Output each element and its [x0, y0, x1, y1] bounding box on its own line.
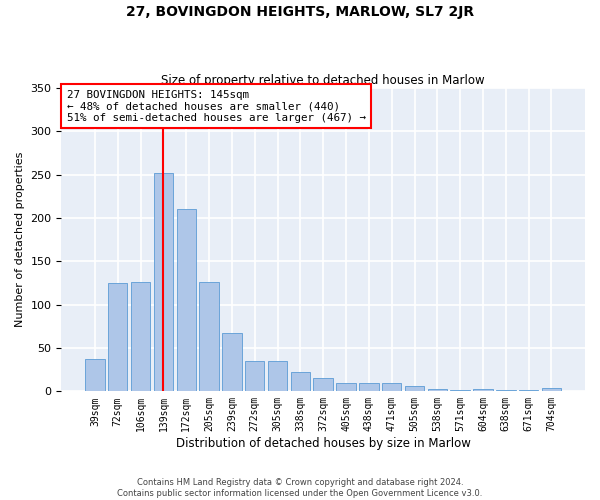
Bar — [268, 361, 287, 392]
Text: Contains HM Land Registry data © Crown copyright and database right 2024.
Contai: Contains HM Land Registry data © Crown c… — [118, 478, 482, 498]
Bar — [496, 390, 515, 392]
X-axis label: Distribution of detached houses by size in Marlow: Distribution of detached houses by size … — [176, 437, 470, 450]
Bar — [108, 283, 127, 392]
Bar — [382, 382, 401, 392]
Bar — [245, 361, 265, 392]
Bar — [199, 282, 219, 392]
Bar — [85, 360, 104, 392]
Bar — [473, 388, 493, 392]
Bar — [131, 282, 150, 392]
Bar — [290, 372, 310, 392]
Bar — [359, 382, 379, 392]
Bar — [176, 208, 196, 392]
Title: Size of property relative to detached houses in Marlow: Size of property relative to detached ho… — [161, 74, 485, 87]
Bar — [313, 378, 333, 392]
Bar — [451, 390, 470, 392]
Y-axis label: Number of detached properties: Number of detached properties — [15, 152, 25, 328]
Bar — [428, 388, 447, 392]
Text: 27, BOVINGDON HEIGHTS, MARLOW, SL7 2JR: 27, BOVINGDON HEIGHTS, MARLOW, SL7 2JR — [126, 5, 474, 19]
Bar — [154, 173, 173, 392]
Bar — [405, 386, 424, 392]
Text: 27 BOVINGDON HEIGHTS: 145sqm
← 48% of detached houses are smaller (440)
51% of s: 27 BOVINGDON HEIGHTS: 145sqm ← 48% of de… — [67, 90, 365, 123]
Bar — [542, 388, 561, 392]
Bar — [337, 382, 356, 392]
Bar — [222, 334, 242, 392]
Bar — [519, 390, 538, 392]
